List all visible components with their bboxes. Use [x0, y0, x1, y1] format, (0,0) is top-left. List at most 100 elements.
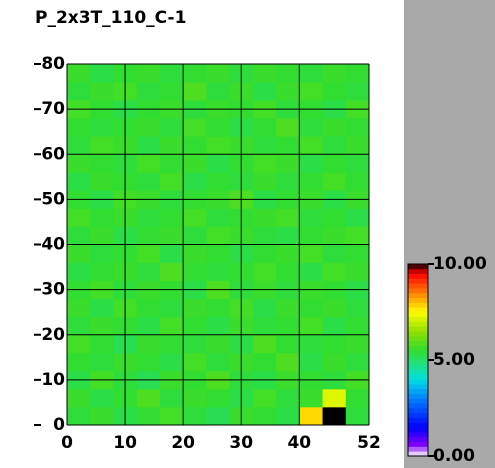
- colorbar-step: [408, 316, 428, 322]
- heatmap-cell: [159, 208, 184, 227]
- heatmap-cell: [345, 352, 370, 372]
- heatmap-cell: [90, 118, 114, 137]
- heatmap-cell: [252, 118, 277, 137]
- x-tick-label: 52: [357, 433, 381, 453]
- heatmap-cell: [345, 208, 370, 227]
- heatmap-cell: [90, 154, 114, 173]
- heatmap-cell: [136, 136, 161, 155]
- heatmap-cell: [345, 172, 370, 191]
- heatmap-cell: [276, 388, 300, 408]
- colorbar-step: [408, 384, 428, 390]
- heatmap-cell: [159, 64, 184, 83]
- heatmap-cell: [276, 136, 300, 155]
- heatmap-cell: [252, 334, 277, 354]
- heatmap-cell: [90, 406, 114, 426]
- heatmap-cell: [299, 118, 323, 137]
- heatmap-cell: [136, 334, 161, 354]
- heatmap-cell: [183, 244, 207, 263]
- heatmap-cell: [159, 154, 184, 173]
- heatmap-cell: [183, 334, 207, 354]
- heatmap-cell: [90, 262, 114, 281]
- heatmap-cell: [67, 64, 91, 83]
- heatmap-cell: [299, 388, 323, 408]
- heatmap-cell: [322, 172, 347, 191]
- heatmap-cell: [276, 154, 300, 173]
- heatmap-cell: [276, 334, 300, 354]
- heatmap-cell: [183, 208, 207, 227]
- colorbar-step: [408, 432, 428, 438]
- y-tick-label: 30: [41, 280, 65, 300]
- heatmap-cell: [136, 208, 161, 227]
- heatmap-cell: [206, 64, 231, 83]
- heatmap-cell: [276, 226, 300, 245]
- chart-title: P_2x3T_110_C-1: [35, 8, 186, 28]
- heatmap-cell: [252, 208, 277, 227]
- colorbar-step: [408, 364, 428, 370]
- colorbar-step: [408, 360, 428, 366]
- colorbar-step: [408, 436, 428, 442]
- heatmap-cell: [276, 82, 300, 101]
- heatmap-cell: [90, 82, 114, 101]
- heatmap-cell: [299, 298, 323, 318]
- heatmap-cell: [345, 82, 370, 101]
- heatmap-cell: [90, 208, 114, 227]
- heatmap-cell: [252, 298, 277, 318]
- heatmap-cell: [183, 406, 207, 426]
- heatmap-cell: [322, 154, 347, 173]
- heatmap-cell: [67, 118, 91, 137]
- heatmap-cell: [90, 64, 114, 83]
- heatmap-cell: [67, 352, 91, 372]
- heatmap-cell: [90, 334, 114, 354]
- colorbar-step: [408, 417, 428, 423]
- heatmap-cell: [276, 118, 300, 137]
- colorbar-step: [408, 331, 428, 337]
- heatmap-cell: [345, 154, 370, 173]
- heatmap-cell: [322, 262, 347, 281]
- heatmap-cell: [90, 316, 114, 336]
- colorbar-step: [408, 441, 428, 447]
- heatmap-cell: [159, 262, 184, 281]
- colorbar-step: [408, 355, 428, 361]
- y-tick-label: 40: [41, 235, 65, 255]
- heatmap-cell: [206, 136, 231, 155]
- heatmap-cell: [159, 316, 184, 336]
- y-tick-label: 70: [41, 99, 65, 119]
- heatmap-cell: [276, 298, 300, 318]
- heatmap-cell: [252, 262, 277, 281]
- heatmap-cell: [159, 334, 184, 354]
- heatmap-cell: [67, 388, 91, 408]
- colorbar-step: [408, 403, 428, 409]
- colorbar-step: [408, 278, 428, 284]
- heatmap-cell: [90, 244, 114, 263]
- heatmap-cell: [322, 334, 347, 354]
- heatmap-cell: [67, 208, 91, 227]
- heatmap-cell: [159, 352, 184, 372]
- heatmap-cell: [299, 406, 323, 426]
- heatmap-cell: [322, 406, 347, 426]
- heatmap-cell: [90, 298, 114, 318]
- heatmap-cell: [345, 118, 370, 137]
- heatmap-cell: [345, 226, 370, 245]
- heatmap-cell: [299, 334, 323, 354]
- heatmap-cell: [183, 154, 207, 173]
- heatmap-cell: [252, 82, 277, 101]
- heatmap-cell: [322, 136, 347, 155]
- heatmap-cell: [183, 388, 207, 408]
- heatmap-cell: [322, 226, 347, 245]
- colorbar-step: [408, 326, 428, 332]
- heatmap-cell: [276, 244, 300, 263]
- colorbar-label: 0.00: [433, 446, 475, 466]
- heatmap-cell: [322, 352, 347, 372]
- heatmap-cell: [206, 406, 231, 426]
- colorbar-step: [408, 350, 428, 356]
- heatmap-cell: [299, 172, 323, 191]
- heatmap-cell: [252, 136, 277, 155]
- heatmap-cell: [67, 334, 91, 354]
- heatmap-cell: [206, 208, 231, 227]
- colorbar-step: [408, 451, 428, 457]
- colorbar-step: [408, 340, 428, 346]
- colorbar-step: [408, 307, 428, 313]
- heatmap-cell: [322, 244, 347, 263]
- y-tick-label: 10: [41, 370, 65, 390]
